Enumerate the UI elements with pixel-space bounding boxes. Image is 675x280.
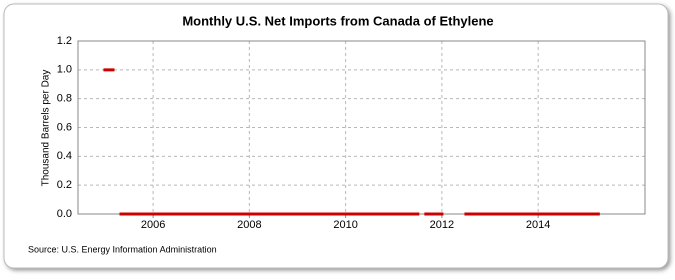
y-tick-label: 1.0 xyxy=(57,64,72,76)
source-note: Source: U.S. Energy Information Administ… xyxy=(28,244,217,254)
y-tick-label: 0.4 xyxy=(57,150,72,162)
x-tick-label: 2010 xyxy=(333,219,357,231)
y-tick-label: 0.8 xyxy=(57,93,72,105)
x-tick-label: 2014 xyxy=(526,219,550,231)
y-tick-label: 0.6 xyxy=(57,121,72,133)
x-tick-label: 2008 xyxy=(237,219,261,231)
y-tick-label: 0.2 xyxy=(57,179,72,191)
y-tick-label: 1.2 xyxy=(57,35,72,47)
x-tick-label: 2006 xyxy=(141,219,165,231)
data-line xyxy=(103,68,600,216)
x-tick-label: 2012 xyxy=(430,219,454,231)
y-tick-label: 0.0 xyxy=(57,208,72,220)
chart-title: Monthly U.S. Net Imports from Canada of … xyxy=(182,13,493,28)
y-axis-label: Thousand Barrels per Day xyxy=(41,70,52,187)
